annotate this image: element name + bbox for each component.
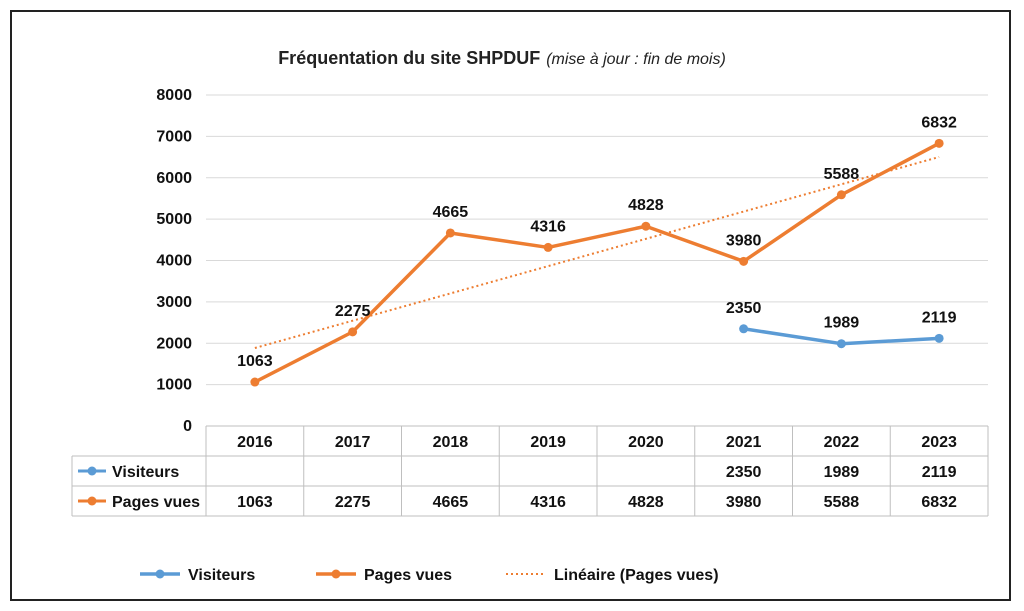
data-labels: 2350 1989 2119 1063 2275 4665 4316 4828 3980 5588… [237, 114, 957, 370]
table-cell: 6832 [921, 494, 957, 511]
data-point [250, 377, 260, 387]
data-label: 5588 [824, 166, 860, 183]
data-point [934, 138, 944, 148]
y-tick-label: 5000 [156, 211, 192, 228]
data-point [934, 333, 944, 343]
chart-canvas: Fréquentation du site SHPDUF (mise à jour… [71, 48, 989, 584]
x-tick-label: 2020 [628, 434, 664, 451]
chart-title-main: Fréquentation du site SHPDUF [278, 48, 540, 68]
legend-pages-vues-marker [331, 569, 341, 579]
data-point [739, 324, 749, 334]
x-tick-label: 2016 [237, 434, 273, 451]
table-cell: 3980 [726, 494, 762, 511]
table-key-marker [87, 496, 97, 506]
data-point [836, 339, 846, 349]
table-cell: 5588 [824, 494, 860, 511]
data-label: 4828 [628, 197, 664, 214]
table-cell: 2119 [922, 464, 957, 481]
data-label: 4316 [530, 218, 566, 235]
y-tick-label: 8000 [156, 87, 192, 104]
trendline-layer [254, 156, 940, 349]
x-tick-label: 2023 [921, 434, 957, 451]
series-layer [250, 138, 944, 387]
table-series-name: Visiteurs [112, 464, 179, 481]
table-cell: 4316 [530, 494, 566, 511]
data-point [836, 190, 846, 200]
table-key-marker [87, 466, 97, 476]
table-cell: 1063 [237, 494, 273, 511]
table-cell: 2350 [726, 464, 762, 481]
data-point [641, 221, 651, 231]
chart-subtitle: (mise à jour : fin de mois) [546, 51, 726, 68]
y-tick-label: 4000 [156, 253, 192, 270]
legend: Visiteurs Pages vues Linéaire (Pages vues) [140, 567, 719, 584]
data-label: 2275 [335, 303, 371, 320]
x-tick-label: 2022 [824, 434, 860, 451]
x-tick-label: 2017 [335, 434, 371, 451]
y-tick-label: 0 [183, 418, 192, 435]
x-tick-label: 2019 [530, 434, 566, 451]
legend-visiteurs-label: Visiteurs [188, 567, 255, 584]
data-label: 2350 [726, 300, 762, 317]
data-table: 2016 2017 2018 2019 2020 2021 2022 2023 Visiteur… [71, 425, 989, 517]
x-tick-label: 2021 [726, 434, 762, 451]
x-tick-label: 2018 [433, 434, 469, 451]
data-point [543, 242, 553, 252]
data-label: 2119 [922, 309, 957, 326]
series-line-pages-vues [254, 141, 940, 384]
y-tick-label: 2000 [156, 335, 192, 352]
grid-layer [206, 94, 988, 427]
chart-frame: Fréquentation du site SHPDUF (mise à jour… [10, 10, 1011, 601]
data-label: 4665 [433, 204, 469, 221]
data-label: 1989 [824, 315, 860, 332]
data-label: 6832 [921, 114, 957, 131]
y-tick-label: 3000 [156, 294, 192, 311]
legend-visiteurs-marker [155, 569, 165, 579]
table-cell: 4828 [628, 494, 664, 511]
y-tick-label: 1000 [156, 377, 192, 394]
data-point [348, 327, 358, 337]
chart-title: Fréquentation du site SHPDUF (mise à jour… [278, 48, 726, 68]
data-point [445, 228, 455, 238]
table-cell: 1989 [824, 464, 860, 481]
legend-pages-vues-label: Pages vues [364, 567, 452, 584]
data-label: 3980 [726, 232, 762, 249]
table-cell: 4665 [433, 494, 469, 511]
table-series-name: Pages vues [112, 494, 200, 511]
trendline [254, 156, 940, 349]
data-point [739, 256, 749, 266]
y-axis: 0 1000 2000 3000 4000 5000 6000 7000 8000 [156, 87, 192, 435]
y-tick-label: 6000 [156, 170, 192, 187]
table-cell: 2275 [335, 494, 371, 511]
y-tick-label: 7000 [156, 128, 192, 145]
legend-trendline-label: Linéaire (Pages vues) [554, 567, 719, 584]
data-label: 1063 [237, 353, 273, 370]
